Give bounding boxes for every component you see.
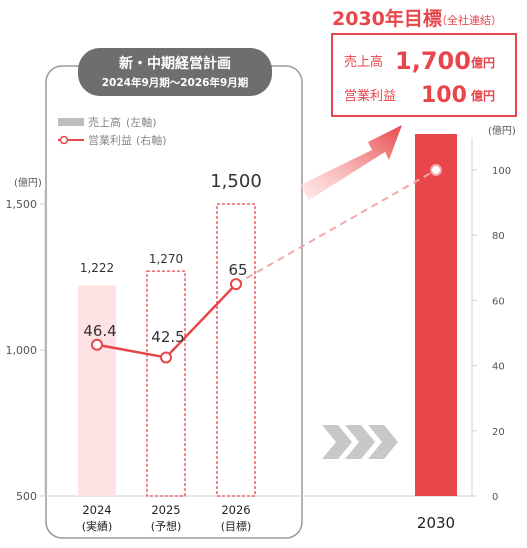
left-axis-unit: (億円) [14, 176, 42, 189]
profit-label-2025: 42.5 [151, 328, 184, 346]
data-labels: 1,222 1,270 1,500 46.4 42.5 65 [80, 171, 262, 346]
x-label-2025: 2025 [151, 503, 180, 517]
target-profit-label: 営業利益 [344, 88, 396, 104]
legend-swatch-profit-marker [59, 135, 69, 145]
profit-point-2026 [230, 278, 242, 291]
target-sales-unit: 億円 [471, 55, 495, 70]
legend-label-profit: 営業利益 [88, 133, 132, 147]
profit-point-2025 [160, 351, 172, 364]
legend-label-sales: 売上高 [88, 115, 121, 129]
x-note-2025: (予想) [151, 519, 182, 533]
chevron-1 [322, 425, 352, 459]
sales-bar-2024 [78, 285, 116, 496]
profit-line [91, 164, 442, 364]
target-profit-value: 100 [421, 83, 467, 108]
legend-swatch-sales [58, 118, 84, 126]
left-axis-ticks: 500 1,000 1,500 [6, 198, 45, 503]
right-axis-ticks: 0 20 40 60 80 100 [472, 166, 511, 503]
profit-label-2026: 65 [228, 261, 247, 279]
sales-label-2024: 1,222 [80, 261, 114, 275]
target-sales-label: 売上高 [344, 54, 383, 70]
x-note-2026: (目標) [221, 519, 252, 533]
left-tick-label: 1,500 [6, 198, 38, 211]
right-axis-unit: (億円) [488, 124, 516, 137]
sales-bars [78, 134, 457, 497]
target-box [331, 33, 517, 117]
x-label-2030: 2030 [417, 514, 455, 532]
x-label-2026: 2026 [221, 503, 250, 517]
target-title-note: （全社連結） [436, 13, 502, 27]
left-tick-label: 500 [16, 490, 37, 503]
right-tick-label: 0 [492, 492, 498, 503]
profit-point-2030 [430, 164, 442, 176]
target-title: 2030年目標 （全社連結） [332, 7, 502, 30]
right-tick-label: 40 [492, 362, 505, 373]
chevron-2 [345, 425, 375, 459]
legend-axis-profit: (右軸) [136, 133, 167, 147]
right-tick-label: 80 [492, 231, 505, 242]
sales-label-2026: 1,500 [210, 171, 262, 192]
left-tick-label: 1,000 [6, 344, 38, 357]
target-sales-value: 1,700 [395, 47, 471, 75]
progress-chevrons [322, 425, 398, 459]
profit-line-actual [96, 283, 237, 359]
sales-label-2025: 1,270 [149, 252, 183, 266]
sales-bar-2026 [216, 203, 256, 497]
chevron-3 [368, 425, 398, 459]
profit-point-2024 [91, 338, 103, 351]
plan-title: 新・中期経営計画 [119, 55, 231, 72]
growth-arrow [300, 125, 402, 200]
legend: 売上高 (左軸) 営業利益 (右軸) [58, 115, 167, 147]
profit-label-2024: 46.4 [83, 322, 116, 340]
right-tick-label: 100 [492, 166, 511, 177]
profit-line-projection [235, 169, 437, 285]
legend-axis-sales: (左軸) [126, 115, 157, 129]
right-tick-label: 60 [492, 296, 505, 307]
right-tick-label: 20 [492, 427, 505, 438]
plan-period: 2024年9月期〜2026年9月期 [102, 76, 249, 89]
sales-bar-2025 [146, 270, 186, 497]
target-title-main: 2030年目標 [332, 7, 442, 30]
plan-badge [78, 48, 272, 96]
x-label-2024: 2024 [82, 503, 111, 517]
x-note-2024: (実績) [82, 519, 113, 533]
sales-bar-2030 [415, 134, 457, 496]
target-profit-unit: 億円 [471, 88, 495, 103]
x-axis-labels: 2024 (実績) 2025 (予想) 2026 (目標) 2030 [82, 503, 455, 533]
